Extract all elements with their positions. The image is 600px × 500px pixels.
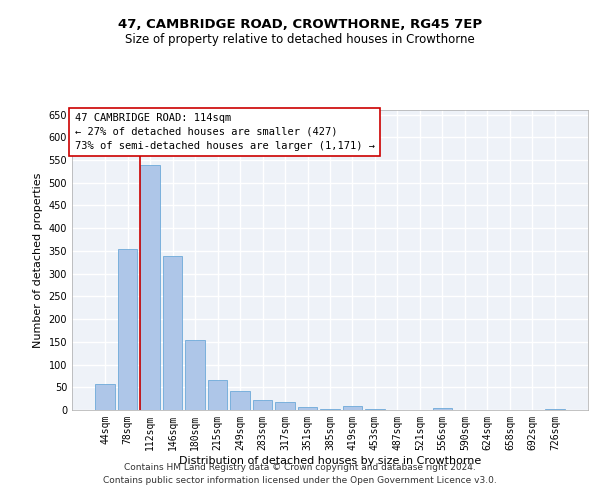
Bar [208,380,227,410]
Bar [298,408,317,410]
Text: Size of property relative to detached houses in Crowthorne: Size of property relative to detached ho… [125,32,475,46]
Bar [275,402,295,410]
Bar [140,164,160,410]
Bar [545,408,565,410]
Bar [118,248,137,410]
Bar [433,408,452,410]
Bar [95,384,115,410]
Text: 47 CAMBRIDGE ROAD: 114sqm
← 27% of detached houses are smaller (427)
73% of semi: 47 CAMBRIDGE ROAD: 114sqm ← 27% of detac… [74,113,374,151]
Bar [365,409,385,410]
Text: 47, CAMBRIDGE ROAD, CROWTHORNE, RG45 7EP: 47, CAMBRIDGE ROAD, CROWTHORNE, RG45 7EP [118,18,482,30]
X-axis label: Distribution of detached houses by size in Crowthorne: Distribution of detached houses by size … [179,456,481,466]
Bar [343,406,362,410]
Bar [253,400,272,410]
Bar [230,392,250,410]
Bar [163,256,182,410]
Bar [320,409,340,410]
Y-axis label: Number of detached properties: Number of detached properties [33,172,43,348]
Bar [185,340,205,410]
Text: Contains public sector information licensed under the Open Government Licence v3: Contains public sector information licen… [103,476,497,485]
Text: Contains HM Land Registry data © Crown copyright and database right 2024.: Contains HM Land Registry data © Crown c… [124,464,476,472]
